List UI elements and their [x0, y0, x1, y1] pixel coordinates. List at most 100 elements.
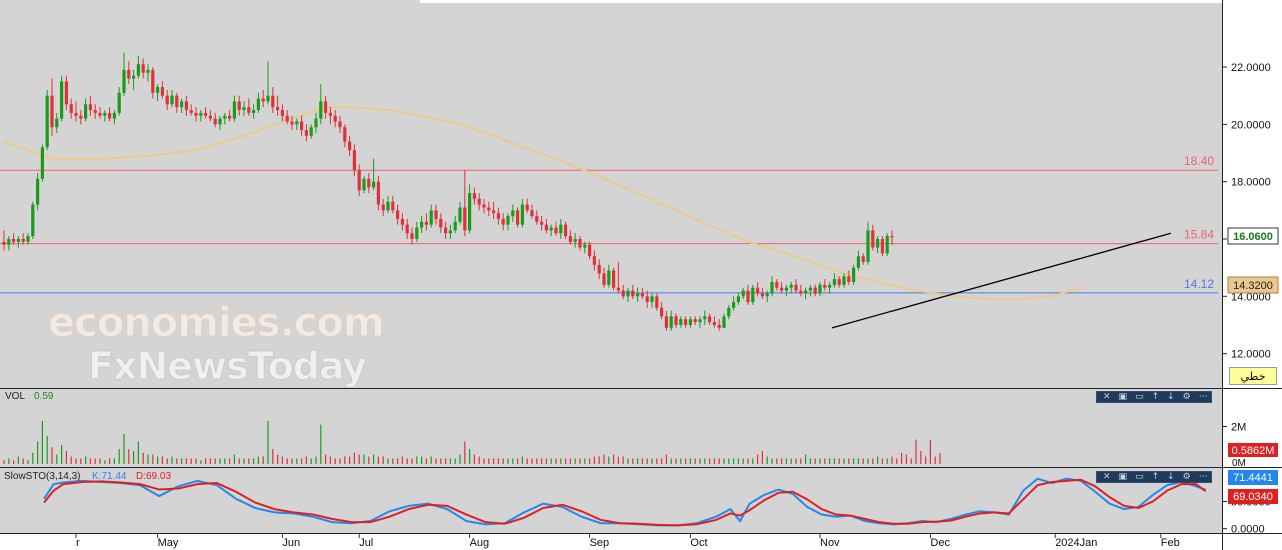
candle-body [324, 101, 328, 113]
candle-body [832, 279, 836, 285]
restore-icon[interactable]: ▭ [1135, 472, 1144, 482]
candle-body [247, 107, 251, 113]
down-arrow-icon[interactable]: ↓ [1167, 392, 1175, 402]
candle-body [84, 104, 88, 119]
window-icon[interactable]: ▣ [1118, 472, 1128, 482]
candle-body [276, 107, 280, 111]
candle-body [621, 290, 625, 297]
candle-body [458, 207, 462, 222]
top-edge-strip [420, 0, 1222, 3]
candle-body [88, 104, 92, 111]
time-axis-label: r [76, 537, 80, 549]
close-icon[interactable]: ✕ [1103, 472, 1111, 482]
candle-body [693, 319, 697, 323]
down-arrow-icon[interactable]: ↓ [1167, 472, 1175, 482]
candle-body [794, 284, 798, 291]
candle-body [703, 316, 707, 320]
candle-body [127, 69, 131, 79]
time-axis-label: Oct [690, 537, 707, 549]
chart-style-label[interactable]: خطي [1229, 367, 1277, 385]
candle-body [669, 316, 673, 328]
more-icon[interactable]: ⋯ [1198, 472, 1208, 482]
candle-body [712, 322, 716, 325]
last-price-tag-bg [1227, 227, 1279, 245]
candle-body [16, 238, 20, 242]
candle-body [717, 324, 721, 328]
time-axis-label: May [158, 537, 179, 549]
candle-body [333, 115, 337, 122]
stoch-d-value: D:69.03 [136, 471, 171, 482]
candle-body [799, 290, 803, 294]
candle-body [626, 290, 630, 297]
candle-body [64, 81, 68, 105]
candle-body [511, 210, 515, 217]
candle-body [132, 75, 136, 79]
time-axis-label: 2024Jan [1055, 537, 1097, 549]
volume-last-tag-bg [1228, 443, 1278, 457]
last-price-tag: 16.0600 [1233, 231, 1273, 243]
time-axis-label: Nov [820, 537, 840, 549]
candle-body [516, 210, 520, 225]
volume-bars [3, 420, 941, 464]
more-icon[interactable]: ⋯ [1198, 392, 1208, 402]
candle-body [7, 238, 11, 245]
stoch-d-tag-bg [1228, 489, 1278, 504]
candle-body [612, 270, 616, 288]
candle-body [376, 181, 380, 205]
candle-body [544, 224, 548, 231]
candle-body [607, 270, 611, 285]
candle-body [636, 293, 640, 297]
stoch-k-value: K:71.44 [92, 471, 127, 482]
candle-body [650, 296, 654, 303]
close-icon[interactable]: ✕ [1103, 392, 1111, 402]
level-label: 18.40 [1184, 154, 1214, 168]
candle-body [645, 296, 649, 303]
ma-value-tag-bg [1227, 276, 1279, 294]
candle-body [391, 201, 395, 211]
candle-body [640, 293, 644, 297]
time-axis-background [0, 534, 1222, 550]
candle-body [444, 227, 448, 234]
price-tick-label: 12.0000 [1231, 349, 1271, 361]
price-candles [2, 52, 894, 331]
candle-body [69, 104, 73, 113]
stoch-d-line [43, 478, 1207, 527]
candle-body [727, 307, 731, 317]
candle-body [290, 121, 294, 125]
candle-body [156, 87, 160, 93]
stoch-k-tag: 71.4441 [1233, 472, 1273, 484]
candle-body [300, 121, 304, 131]
candle-body [492, 210, 496, 214]
up-arrow-icon[interactable]: ↑ [1151, 472, 1160, 482]
volume-tick-label: 2M [1231, 422, 1246, 434]
window-icon[interactable]: ▣ [1118, 392, 1128, 402]
candle-body [184, 101, 188, 111]
candle-body [655, 296, 659, 308]
candle-body [189, 110, 193, 113]
candle-body [280, 110, 284, 116]
candle-body [79, 115, 83, 119]
candle-body [784, 287, 788, 291]
candle-body [722, 316, 726, 328]
price-axis-background [1222, 0, 1282, 550]
candle-body [760, 293, 764, 297]
time-axis-label: Sep [590, 537, 610, 549]
restore-icon[interactable]: ▭ [1135, 392, 1144, 402]
candle-body [756, 287, 760, 294]
candle-body [386, 201, 390, 211]
price-panel-background [0, 3, 1222, 388]
candle-body [213, 118, 217, 125]
candle-body [708, 316, 712, 323]
settings-icon[interactable]: ⚙ [1182, 392, 1191, 402]
stoch-d-tag: 69.0340 [1233, 491, 1273, 503]
candle-body [741, 290, 745, 297]
stoch-tick-label: 0.0000 [1231, 524, 1265, 536]
candle-body [12, 238, 16, 242]
settings-icon[interactable]: ⚙ [1182, 472, 1191, 482]
up-arrow-icon[interactable]: ↑ [1151, 392, 1160, 402]
candle-body [842, 276, 846, 285]
candle-body [352, 150, 356, 171]
candle-body [616, 287, 620, 291]
volume-last-tag: 0.5862M [1232, 445, 1275, 457]
candle-body [698, 319, 702, 323]
